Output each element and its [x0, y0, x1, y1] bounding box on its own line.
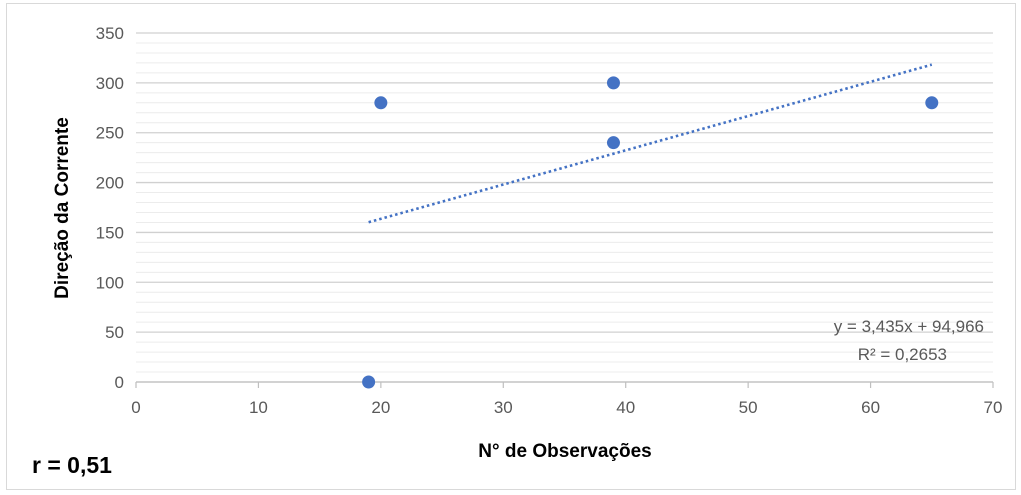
r-squared-label: R² = 0,2653	[858, 345, 947, 364]
trendline	[368, 63, 933, 224]
y-tick-label: 250	[96, 124, 124, 143]
y-tick-label: 350	[96, 24, 124, 43]
data-point	[606, 76, 620, 90]
x-tick-label: 10	[249, 398, 268, 417]
y-tick-label: 100	[96, 273, 124, 292]
data-point	[362, 375, 376, 389]
data-point	[925, 96, 939, 110]
x-tick-label: 60	[861, 398, 880, 417]
y-tick-label: 200	[96, 174, 124, 193]
axes	[135, 381, 994, 388]
y-tick-label: 0	[115, 373, 124, 392]
x-tick-label: 20	[371, 398, 390, 417]
data-point	[374, 96, 388, 110]
trendline-equation: y = 3,435x + 94,966	[834, 317, 984, 336]
chart-frame	[6, 3, 1016, 490]
x-tick-label: 0	[131, 398, 140, 417]
tick-labels: 0 10 20 30 40 50 60 70 0 50 100 150 200 250 300 350	[96, 24, 1003, 417]
x-tick-label: 40	[616, 398, 635, 417]
x-axis-title: N° de Observações	[478, 441, 651, 462]
data-points	[362, 76, 939, 389]
x-tick-label: 50	[739, 398, 758, 417]
x-tick-label: 70	[984, 398, 1003, 417]
data-point	[606, 136, 620, 150]
y-axis-title: Direção da Corrente	[52, 117, 73, 299]
y-tick-label: 300	[96, 74, 124, 93]
y-tick-label: 50	[105, 323, 124, 342]
x-tick-label: 30	[494, 398, 513, 417]
y-tick-label: 150	[96, 223, 124, 242]
correlation-annotation: r = 0,51	[32, 452, 112, 478]
trendline-path	[368, 63, 933, 224]
